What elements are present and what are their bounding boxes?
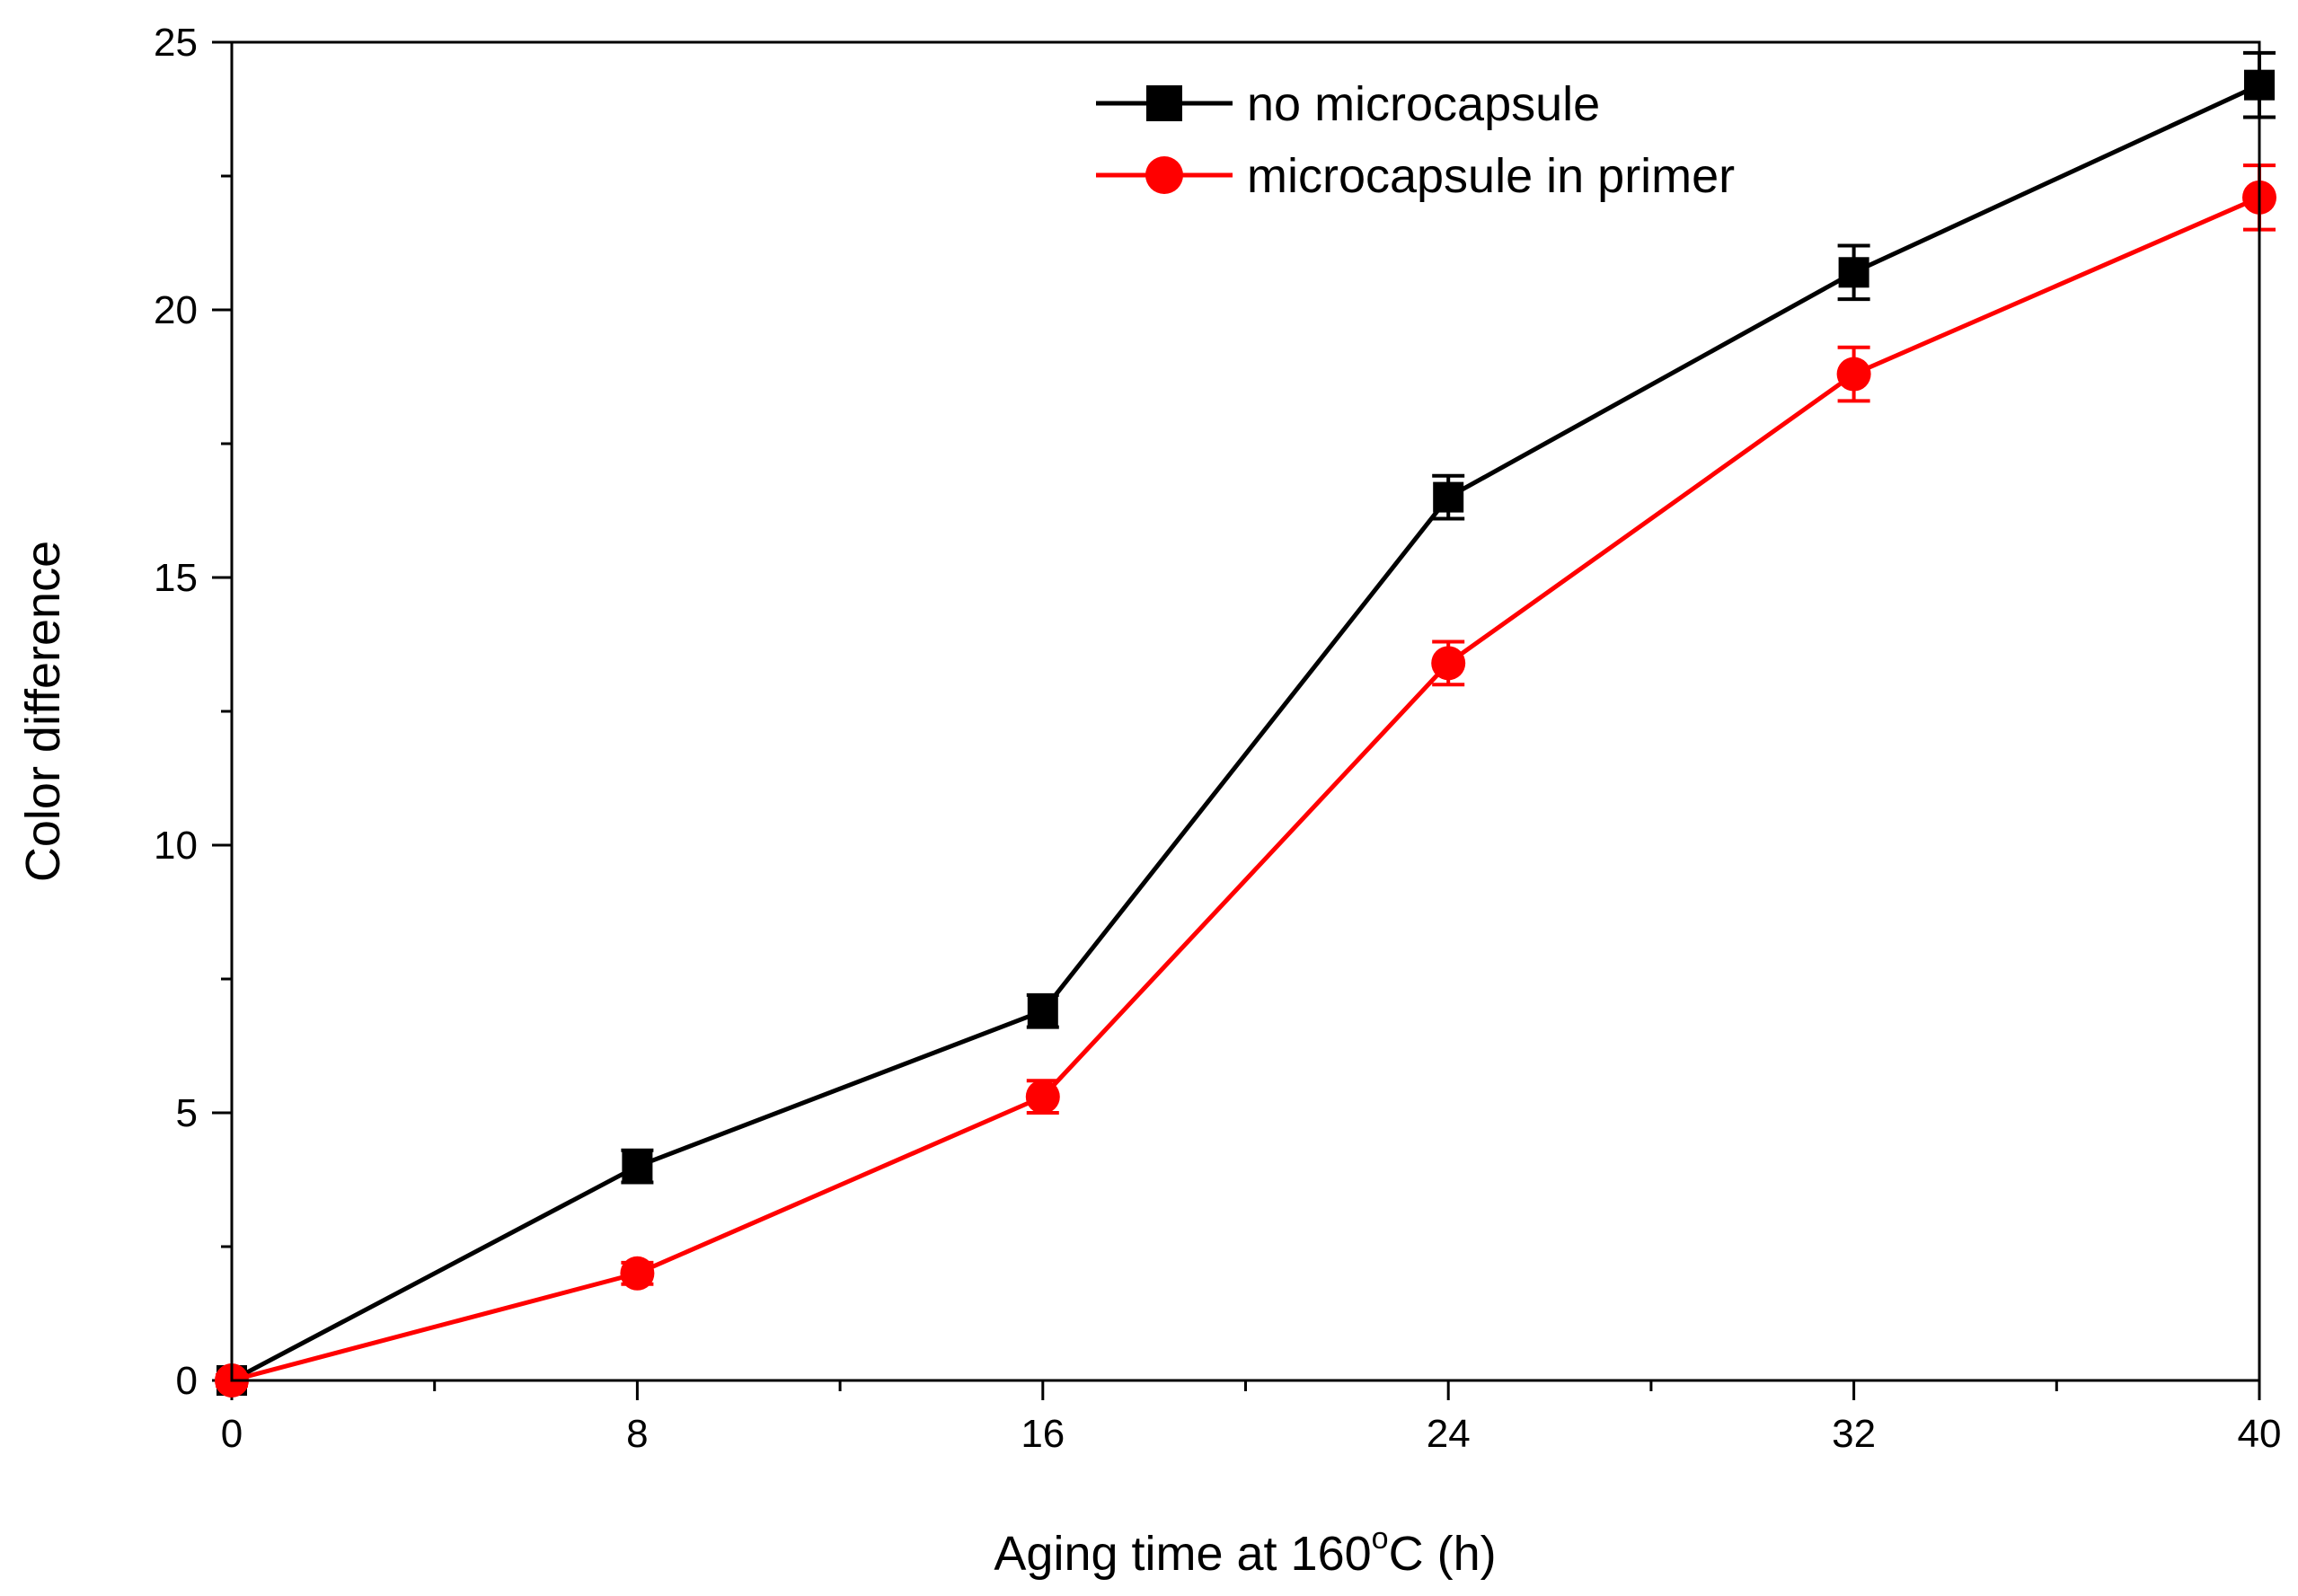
- y-tick-label: 10: [154, 824, 198, 868]
- x-tick-label: 8: [626, 1412, 648, 1456]
- y-tick-label: 5: [176, 1091, 198, 1135]
- series-layer: [215, 50, 2276, 1398]
- y-tick-label: 15: [154, 556, 198, 600]
- series-line-no-microcapsule: [230, 83, 2261, 1383]
- legend-label-no-microcapsule: no microcapsule: [1247, 77, 1600, 131]
- marker-square: [622, 1151, 653, 1182]
- plot-frame: [230, 40, 2261, 1382]
- y-tick-label: 0: [176, 1359, 198, 1403]
- marker-square: [1433, 481, 1464, 513]
- series-line-microcapsule-in-primer: [231, 195, 2260, 1383]
- legend: no microcapsule microcapsule in primer: [1096, 77, 1735, 203]
- data-point-no-microcapsule: [621, 1148, 654, 1185]
- marker-circle: [1025, 1080, 1060, 1115]
- x-axis-title: Aging time at 160oC (h): [994, 1521, 1496, 1581]
- data-point-microcapsule-in-primer: [620, 1256, 655, 1291]
- legend-label-microcapsule-in-primer: microcapsule in primer: [1247, 149, 1735, 203]
- y-tick-label: 25: [154, 21, 198, 65]
- data-point-microcapsule-in-primer: [1025, 1079, 1060, 1115]
- tick-layer: [212, 40, 2261, 1400]
- x-tick-label: 40: [2238, 1412, 2282, 1456]
- marker-square: [1027, 995, 1058, 1027]
- x-tick-label: 0: [221, 1412, 243, 1456]
- x-axis-title-prefix: Aging time at 160: [994, 1527, 1371, 1581]
- marker-circle: [1836, 357, 1871, 392]
- tick-label-layer: 0 8 16 24 32 40 0 5 10 15 20 25: [154, 21, 2281, 1456]
- data-point-microcapsule-in-primer: [1836, 345, 1871, 403]
- marker-circle: [1431, 646, 1466, 681]
- x-tick-label: 24: [1427, 1412, 1471, 1456]
- x-tick-label: 32: [1832, 1412, 1876, 1456]
- legend-marker-square: [1146, 85, 1182, 121]
- data-point-no-microcapsule: [1026, 992, 1059, 1029]
- y-tick-label: 20: [154, 288, 198, 332]
- x-axis-title-sup: o: [1372, 1521, 1389, 1556]
- y-axis-title: Color difference: [16, 541, 70, 882]
- data-point-no-microcapsule: [1837, 243, 1870, 302]
- marker-circle: [620, 1256, 655, 1291]
- legend-marker-circle: [1145, 156, 1183, 194]
- data-point-no-microcapsule: [1432, 473, 1465, 521]
- marker-square: [1838, 257, 1869, 288]
- data-point-microcapsule-in-primer: [1431, 639, 1466, 687]
- x-axis-title-suffix: C (h): [1389, 1527, 1497, 1581]
- x-tick-label: 16: [1021, 1412, 1065, 1456]
